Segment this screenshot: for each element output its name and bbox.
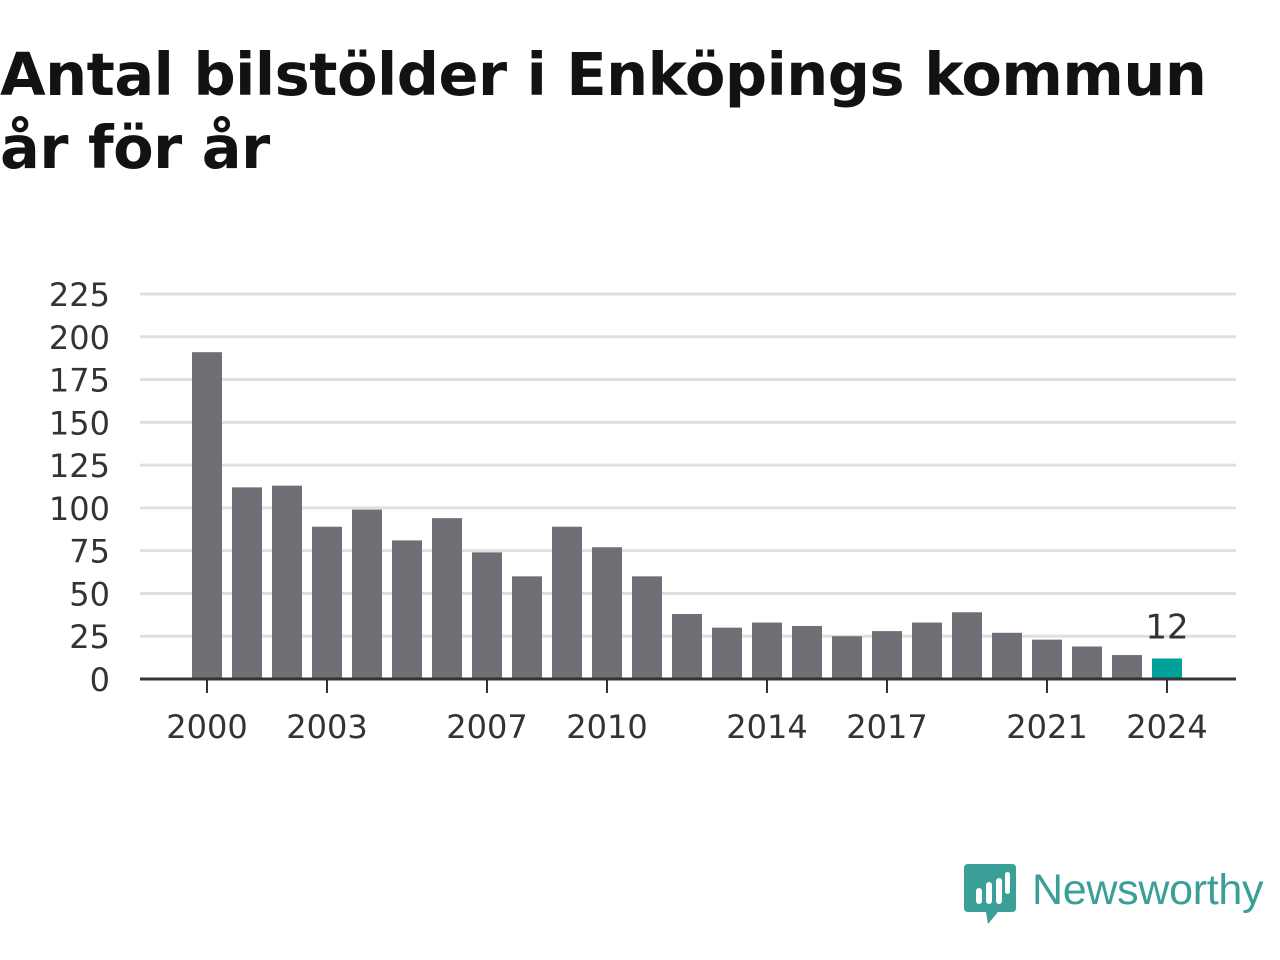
bar-2017 bbox=[872, 631, 902, 679]
x-axis-tick-labels: 2000 2003 2007 2010 2014 2017 2021 2024 bbox=[166, 708, 1207, 746]
bar-2021 bbox=[1032, 639, 1062, 679]
y-tick-label: 25 bbox=[69, 618, 110, 656]
bar-2020 bbox=[992, 632, 1022, 679]
y-tick-label: 100 bbox=[49, 490, 110, 528]
brand-name: Newsworthy bbox=[1032, 866, 1264, 914]
y-tick-label: 200 bbox=[49, 319, 110, 357]
bar-2002 bbox=[272, 485, 302, 679]
x-tick-label: 2024 bbox=[1126, 708, 1207, 746]
y-tick-label: 150 bbox=[49, 404, 110, 442]
y-axis-tick-labels: 0 25 50 75 100 125 150 175 200 225 bbox=[49, 276, 110, 699]
data-labels: 12 bbox=[1145, 607, 1188, 647]
x-axis bbox=[140, 677, 1236, 693]
x-tick-label: 2000 bbox=[166, 708, 247, 746]
bar-2006 bbox=[432, 518, 462, 679]
bar-2008 bbox=[512, 576, 542, 679]
bar-2019 bbox=[952, 612, 982, 679]
bars bbox=[192, 352, 1182, 679]
bar-2024 bbox=[1152, 658, 1182, 679]
bar-2023 bbox=[1112, 655, 1142, 679]
x-tick-label: 2021 bbox=[1006, 708, 1087, 746]
bar-2011 bbox=[632, 576, 662, 679]
bar-2010 bbox=[592, 547, 622, 679]
y-tick-label: 125 bbox=[49, 447, 110, 485]
bar-2012 bbox=[672, 613, 702, 679]
newsworthy-brand: Newsworthy bbox=[964, 864, 1276, 928]
x-tick-label: 2014 bbox=[726, 708, 807, 746]
y-tick-label: 225 bbox=[49, 276, 110, 314]
bar-2022 bbox=[1072, 646, 1102, 679]
grid-lines bbox=[140, 292, 1236, 638]
x-tick-label: 2010 bbox=[566, 708, 647, 746]
y-tick-label: 50 bbox=[69, 575, 110, 613]
bar-2001 bbox=[232, 487, 262, 679]
bar-2004 bbox=[352, 509, 382, 679]
y-tick-label: 0 bbox=[90, 661, 110, 699]
bar-2016 bbox=[832, 636, 862, 679]
bar-2003 bbox=[312, 526, 342, 679]
bar-2005 bbox=[392, 540, 422, 679]
bar-2007 bbox=[472, 552, 502, 679]
chart-title: Antal bilstölder i Enköpings kommun år f… bbox=[0, 40, 1207, 182]
x-tick-label: 2017 bbox=[846, 708, 927, 746]
y-tick-label: 75 bbox=[69, 533, 110, 571]
x-tick-label: 2007 bbox=[446, 708, 527, 746]
bar-2009 bbox=[552, 526, 582, 679]
bar-2014 bbox=[752, 622, 782, 679]
bar-2000 bbox=[192, 352, 222, 679]
newsworthy-logo-icon bbox=[964, 864, 1016, 924]
bar-2013 bbox=[712, 627, 742, 679]
x-tick-label: 2003 bbox=[286, 708, 367, 746]
data-label: 12 bbox=[1145, 607, 1188, 647]
y-tick-label: 175 bbox=[49, 362, 110, 400]
bar-2015 bbox=[792, 625, 822, 679]
bar-2018 bbox=[912, 622, 942, 679]
